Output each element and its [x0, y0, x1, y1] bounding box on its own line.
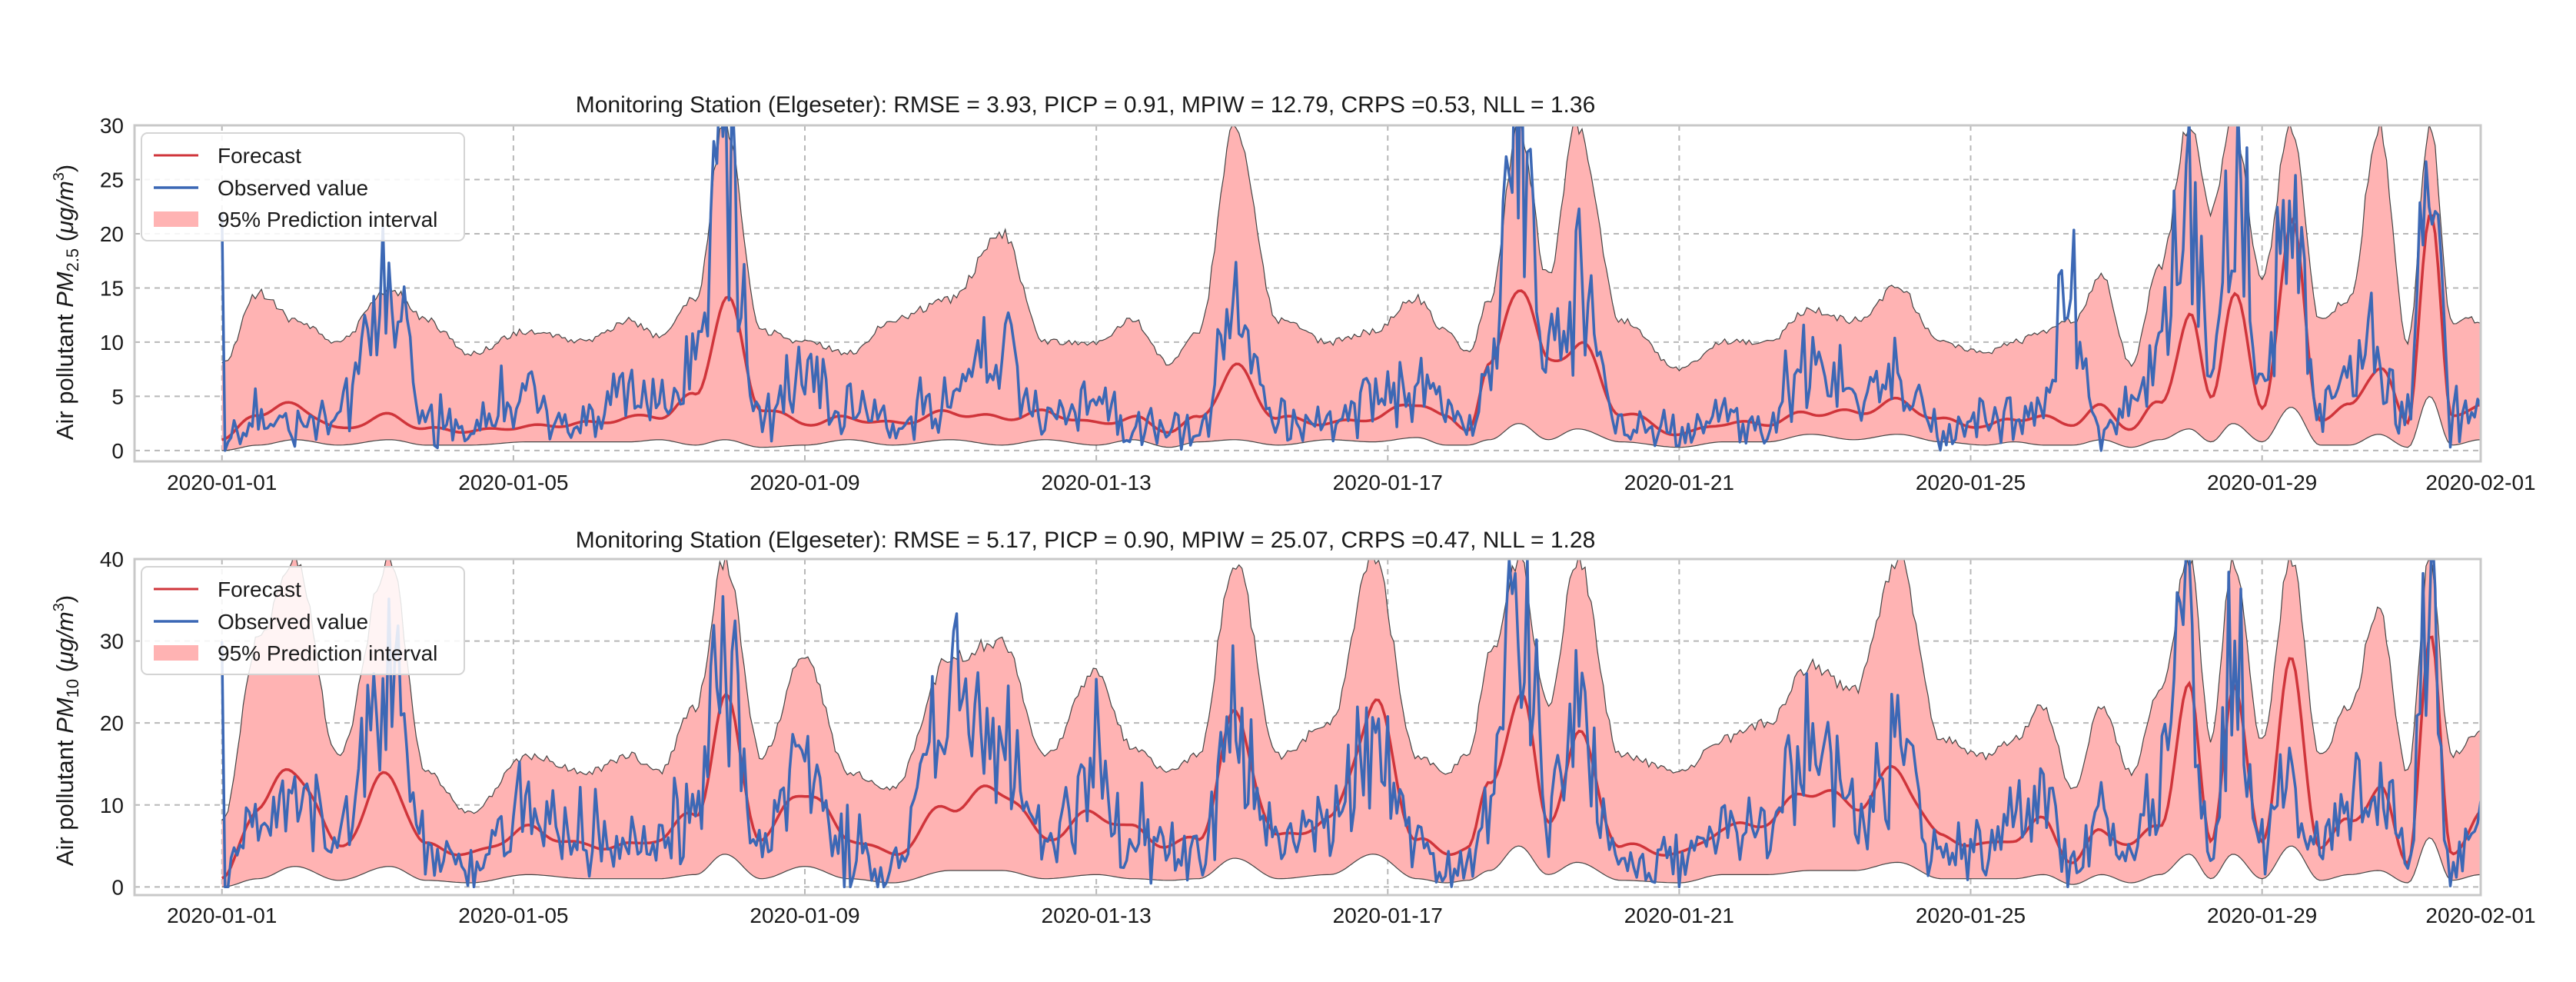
pm25-legend-interval-label: 95% Prediction interval [218, 208, 437, 231]
pm25-interval-lower-edge [221, 395, 2481, 451]
pm25-y-tick-label: 5 [111, 384, 124, 408]
pm25-chart-title: Monitoring Station (Elgeseter): RMSE = 3… [576, 92, 1596, 118]
pm25-ylabel-exp: 3 [51, 172, 68, 181]
pm10-y-tick-label: 30 [100, 630, 124, 654]
pm10-observed-line [220, 559, 2481, 889]
pm10-x-tick-label: 2020-01-25 [1916, 904, 2026, 927]
pm10-forecast-line [221, 635, 2481, 880]
pm10-ylabel-open: ( [52, 664, 78, 679]
pm25-y-tick-label: 25 [100, 168, 124, 191]
pm10-ylabel-close: ) [52, 595, 78, 603]
pm25-x-tick-label: 2020-01-01 [167, 471, 277, 494]
pm25-x-tick-label: 2020-02-01 [2425, 471, 2535, 494]
pm10-x-tick-label: 2020-01-13 [1042, 904, 1152, 927]
pm25-panel: Monitoring Station (Elgeseter): RMSE = 3… [51, 92, 2536, 494]
pm10-interval-lower-edge [221, 837, 2481, 887]
pm25-interval-upper-edge [221, 125, 2481, 371]
pm10-legend-interval-swatch [154, 645, 198, 661]
pm10-axes-frame [133, 558, 2482, 897]
pm10-x-tick-label: 2020-02-01 [2425, 904, 2535, 927]
pm10-ylabel-sub: 10 [63, 679, 82, 697]
pm10-x-tick-label: 2020-01-01 [167, 904, 277, 927]
pm10-plot-area [220, 559, 2481, 889]
pm25-observed-line [220, 125, 2481, 452]
pm10-y-tick-label: 0 [111, 875, 124, 899]
pm10-ylabel-mu: μg [52, 638, 78, 665]
pm10-chart-title: Monitoring Station (Elgeseter): RMSE = 5… [576, 528, 1596, 553]
pm25-x-tick-label: 2020-01-17 [1333, 471, 1443, 494]
pm10-x-tick-label: 2020-01-21 [1624, 904, 1734, 927]
pm25-ylabel-m: /m [52, 181, 78, 208]
pm25-ylabel-pm: PM [52, 271, 78, 308]
pm25-legend: Forecast Observed value 95% Prediction i… [141, 132, 465, 241]
pm10-x-tick-label: 2020-01-05 [458, 904, 568, 927]
pm25-x-tick-label: 2020-01-25 [1916, 471, 2026, 494]
pm25-axes-frame [133, 124, 2482, 463]
pm10-interval-upper-edge [221, 559, 2481, 821]
pm25-ylabel-close: ) [52, 165, 78, 172]
pm25-y-tick-label: 10 [100, 331, 124, 355]
pm10-x-tick-label: 2020-01-17 [1333, 904, 1443, 927]
pm10-ylabel-pm: PM [52, 697, 78, 734]
pm10-ylabel-exp: 3 [51, 603, 68, 611]
pm25-x-tick-label: 2020-01-29 [2207, 471, 2317, 494]
pm25-y-tick-label: 30 [100, 114, 124, 138]
pm10-panel: Monitoring Station (Elgeseter): RMSE = 5… [51, 528, 2536, 927]
pm25-legend-observed-label: Observed value [218, 176, 368, 200]
pm25-x-ticks: 2020-01-01 2020-01-05 2020-01-09 2020-01-13… [167, 471, 2535, 494]
pm10-legend-forecast-label: Forecast [218, 578, 301, 601]
pm25-y-ticks: 0 5 10 15 20 25 30 [100, 114, 124, 463]
pm25-plot-area [220, 125, 2481, 452]
pm25-x-tick-label: 2020-01-21 [1624, 471, 1734, 494]
pm25-legend-forecast-label: Forecast [218, 144, 301, 168]
pm10-legend-box [141, 566, 465, 675]
pm25-y-tick-label: 0 [111, 439, 124, 463]
pm10-y-tick-label: 10 [100, 794, 124, 817]
pm10-ylabel-m: /m [52, 611, 78, 639]
pm10-legend-interval-label: 95% Prediction interval [218, 641, 437, 665]
pm25-y-tick-label: 20 [100, 222, 124, 246]
pm10-y-tick-label: 20 [100, 711, 124, 735]
pm10-legend: Forecast Observed value 95% Prediction i… [141, 566, 465, 675]
pm25-y-axis-label: Air pollutant PM2.5 (μg/m3) [51, 165, 82, 440]
pm25-x-tick-label: 2020-01-13 [1042, 471, 1152, 494]
pm25-ylabel-sub: 2.5 [63, 248, 82, 272]
pm10-legend-observed-label: Observed value [218, 610, 368, 634]
pm25-legend-box [141, 132, 465, 241]
pm25-ylabel-open: ( [52, 233, 78, 248]
pm10-ylabel-prefix: Air pollutant [52, 734, 78, 866]
pm10-x-tick-label: 2020-01-29 [2207, 904, 2317, 927]
pm25-ylabel-prefix: Air pollutant [52, 308, 78, 440]
pm10-y-axis-label: Air pollutant PM10 (μg/m3) [51, 595, 82, 866]
pm10-y-tick-label: 40 [100, 548, 124, 571]
pm25-ylabel-mu: μg [52, 208, 78, 235]
pm25-legend-interval-swatch [154, 211, 198, 227]
pm10-x-tick-label: 2020-01-09 [750, 904, 859, 927]
pm25-x-tick-label: 2020-01-05 [458, 471, 568, 494]
pm25-x-tick-label: 2020-01-09 [750, 471, 859, 494]
pm10-x-ticks: 2020-01-01 2020-01-05 2020-01-09 2020-01-13… [167, 904, 2535, 927]
pm10-y-ticks: 0 10 20 30 40 [100, 548, 124, 899]
pm25-y-tick-label: 15 [100, 276, 124, 300]
